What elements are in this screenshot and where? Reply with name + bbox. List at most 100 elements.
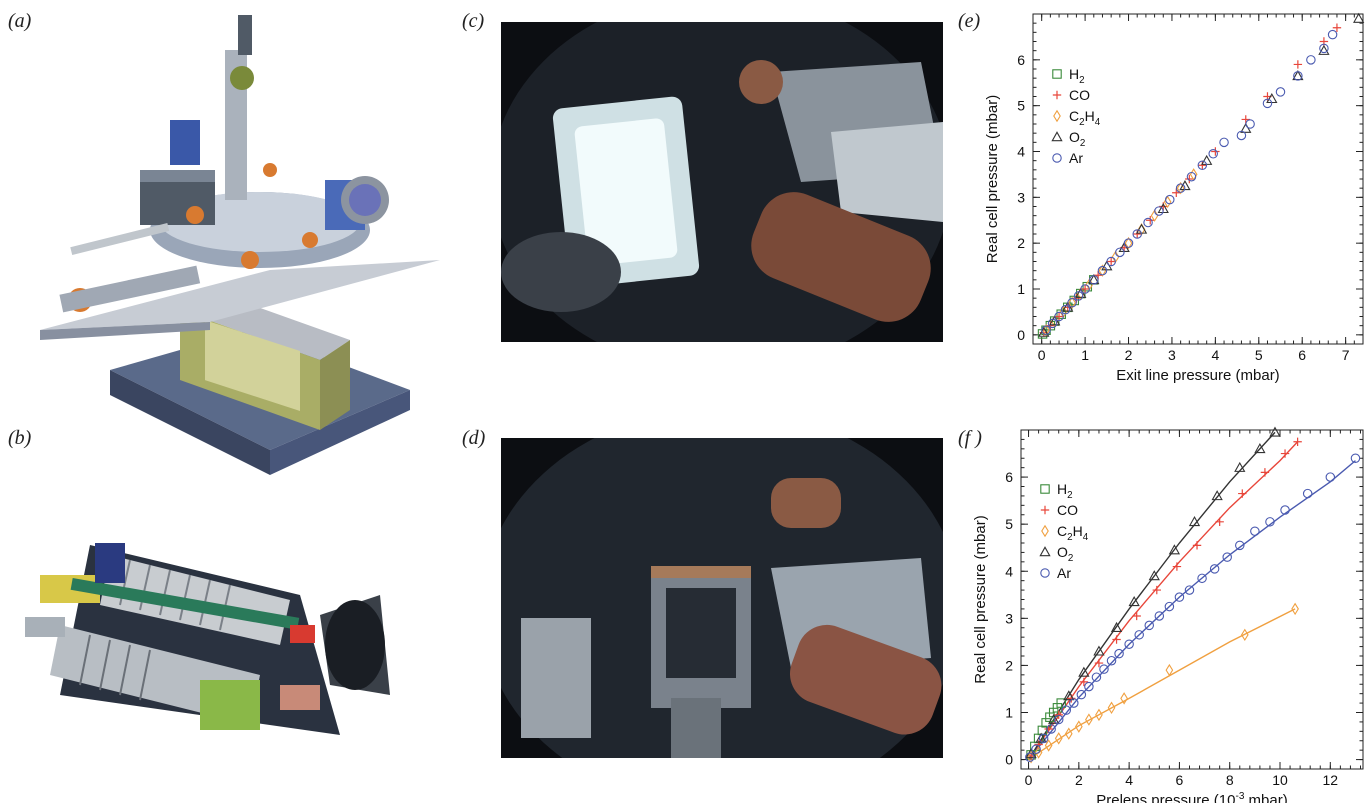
- y-tick-label: 2: [1017, 235, 1025, 251]
- data-point-c2h4: [1095, 708, 1103, 722]
- chart-e-ticks: 0 1 2 3 4 5 6 7 0 1 2 3 4 5 6: [1017, 14, 1363, 363]
- x-tick-label: 0: [1038, 347, 1046, 363]
- data-point-ar: [1325, 472, 1336, 482]
- data-point-co: [1146, 216, 1155, 225]
- legend-marker-ar: [1040, 568, 1050, 578]
- data-point-ar: [1165, 194, 1175, 205]
- chart-e-marks: [1037, 12, 1365, 339]
- panel-label-d: (d): [462, 427, 486, 449]
- chart-f-fit-lines: [1027, 431, 1356, 761]
- data-point-c2h4: [1074, 720, 1083, 733]
- x-tick-label: 12: [1323, 772, 1339, 788]
- legend-label-co: CO: [1057, 502, 1078, 518]
- data-point-c2h4: [1034, 746, 1043, 759]
- data-point-ar: [1250, 526, 1260, 536]
- data-point-o2: [1254, 443, 1266, 454]
- legend-marker-c2h4: [1053, 109, 1061, 123]
- data-point-o2: [1269, 426, 1281, 437]
- y-tick-label: 4: [1017, 144, 1025, 160]
- data-point-ar: [1046, 724, 1056, 734]
- data-point-ar: [1174, 592, 1185, 602]
- legend-marker-co: [1052, 90, 1062, 100]
- data-point-ar: [1091, 672, 1102, 682]
- data-point-o2: [1234, 461, 1246, 472]
- chart-f-marks: [1025, 426, 1361, 764]
- data-point-ar: [1154, 611, 1165, 621]
- data-point-c2h4: [1044, 739, 1053, 752]
- y-tick-label: 1: [1005, 705, 1013, 721]
- data-point-co: [1080, 284, 1090, 294]
- chart-e-y-axis-label: Real cell pressure (mbar): [984, 95, 1001, 263]
- data-point-ar: [1061, 705, 1072, 715]
- data-point-ar: [1184, 585, 1195, 595]
- data-point-ar: [1106, 256, 1116, 267]
- data-point-c2h4: [1107, 701, 1116, 715]
- chart-e-x-axis-label: Exit line pressure (mbar): [1116, 367, 1279, 384]
- chart-f-x-axis-label: Prelens pressure (10-3 mbar): [1096, 791, 1287, 803]
- legend-label-h2: H2: [1069, 66, 1085, 86]
- panel-label-f: (f ): [958, 427, 982, 449]
- analyser-lens-cad-image: [25, 543, 390, 735]
- data-point-o2: [1353, 12, 1365, 23]
- data-point-co: [1215, 517, 1224, 527]
- data-point-c2h4: [1165, 663, 1174, 677]
- data-point-ar: [1076, 689, 1087, 700]
- chart-f-frame: [1020, 429, 1364, 770]
- sample-holder-photo: [501, 438, 943, 758]
- x-tick-label: 2: [1075, 772, 1083, 788]
- data-point-ar: [1319, 43, 1329, 54]
- data-point-ar: [1115, 247, 1125, 258]
- data-point-ar: [1080, 284, 1090, 294]
- data-point-ar: [1306, 55, 1316, 65]
- data-point-ar: [1132, 229, 1142, 239]
- data-point-c2h4: [1120, 692, 1128, 705]
- data-point-ar: [1047, 318, 1058, 329]
- panel-label-a: (a): [8, 10, 32, 32]
- data-point-co: [1152, 585, 1161, 595]
- x-tick-label: 4: [1125, 772, 1133, 788]
- data-point-o2: [1211, 490, 1223, 501]
- data-point-ar: [1031, 744, 1041, 754]
- legend-marker-co: [1040, 505, 1050, 515]
- fit-line-ar: [1027, 460, 1356, 761]
- data-point-c2h4: [1085, 713, 1093, 726]
- data-point-ar: [1134, 630, 1144, 640]
- legend-label-ar: Ar: [1069, 150, 1083, 166]
- data-point-co: [1332, 23, 1342, 32]
- data-point-ar: [1041, 325, 1051, 335]
- legend-marker-ar: [1052, 153, 1062, 163]
- x-tick-label: 1: [1081, 347, 1089, 363]
- data-point-ar: [1208, 149, 1218, 159]
- data-point-ar: [1197, 573, 1207, 584]
- legend-marker-c2h4: [1041, 524, 1049, 538]
- data-point-co: [1293, 60, 1303, 69]
- data-point-ar: [1236, 130, 1247, 141]
- data-point-ar: [1054, 311, 1064, 322]
- panel-label-c: (c): [462, 10, 485, 32]
- apparatus-cad-image: [40, 15, 440, 475]
- data-point-co: [1079, 677, 1089, 687]
- data-point-co: [1054, 312, 1064, 321]
- data-point-ar: [1350, 453, 1361, 463]
- x-tick-label: 6: [1176, 772, 1184, 788]
- x-tick-label: 2: [1125, 347, 1133, 363]
- y-tick-label: 6: [1017, 52, 1025, 68]
- data-point-c2h4: [1054, 732, 1063, 745]
- data-point-co: [1106, 257, 1116, 266]
- data-point-ar: [1280, 505, 1290, 515]
- legend-label-ar: Ar: [1057, 565, 1071, 581]
- data-point-o2: [1148, 570, 1160, 581]
- data-point-c2h4: [1150, 209, 1159, 222]
- data-point-o2: [1048, 713, 1060, 724]
- y-tick-label: 3: [1005, 610, 1013, 626]
- data-point-ar: [1144, 620, 1155, 631]
- legend-label-c2h4: C2H4: [1057, 523, 1089, 543]
- legend-marker-o2: [1039, 546, 1051, 557]
- legend-marker-h2: [1040, 484, 1050, 494]
- data-point-co: [1172, 562, 1182, 571]
- fit-line-co: [1027, 441, 1299, 760]
- y-tick-label: 1: [1017, 281, 1025, 297]
